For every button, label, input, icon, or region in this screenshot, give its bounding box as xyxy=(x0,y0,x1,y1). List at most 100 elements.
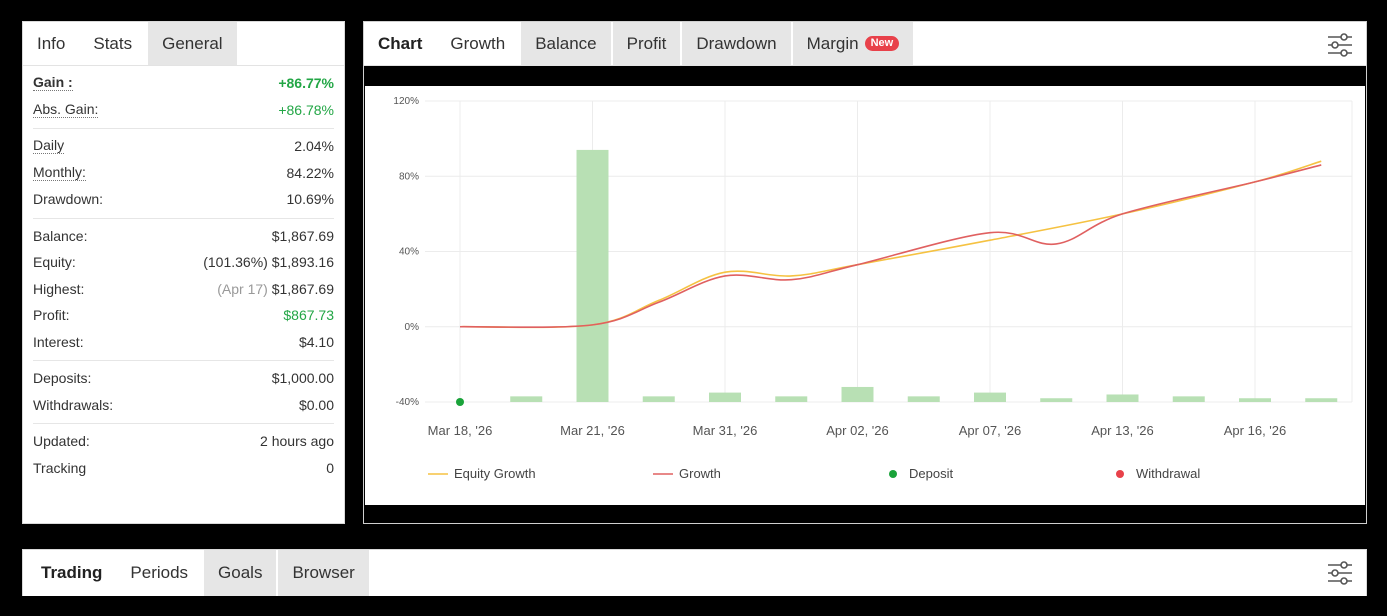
highest-label: Highest: xyxy=(33,280,85,297)
withdrawals-value: $0.00 xyxy=(298,396,334,413)
equity-percent: (101.36%) xyxy=(203,254,268,271)
chart-bar xyxy=(775,396,808,402)
stat-row-equity: Equity: (101.36%) $1,893.16 xyxy=(33,249,334,276)
daily-label[interactable]: Daily xyxy=(33,137,65,155)
tab-margin[interactable]: Margin New xyxy=(792,22,914,65)
stat-row-highest: Highest: (Apr 17) $1,867.69 xyxy=(33,276,334,303)
stat-row-updated: Updated: 2 hours ago xyxy=(33,428,334,455)
deposits-value: $1,000.00 xyxy=(271,370,334,387)
stat-row-monthly: Monthly: 84.22% xyxy=(33,160,334,187)
deposits-label: Deposits: xyxy=(33,370,92,387)
stat-row-gain: Gain : +86.77% xyxy=(33,70,334,97)
sliders-icon[interactable] xyxy=(1326,559,1354,587)
y-tick-label: -40% xyxy=(396,397,419,408)
highest-value-group: (Apr 17) $1,867.69 xyxy=(217,281,334,297)
updated-value: 2 hours ago xyxy=(260,433,334,450)
x-tick-label: Apr 13, '26 xyxy=(1091,423,1153,438)
updated-label: Updated: xyxy=(33,433,90,450)
growth-chart-area: 120% 80% 40% 0% -40% Mar 18, '26 Mar 21, '26 M… xyxy=(365,86,1365,505)
gain-value: +86.77% xyxy=(278,75,334,92)
chart-bars xyxy=(510,149,1338,402)
x-tick-label: Mar 18, '26 xyxy=(428,423,493,438)
divider xyxy=(33,128,334,129)
chart-bar xyxy=(907,396,940,402)
tab-trading[interactable]: Trading xyxy=(23,550,117,596)
trading-panel: Trading Periods Goals Browser xyxy=(22,549,1367,599)
balance-value: $1,867.69 xyxy=(271,227,334,244)
chart-markers xyxy=(456,398,464,406)
chart-legend: Equity Growth Growth Deposit Withdrawal xyxy=(428,466,1200,481)
chart-bar xyxy=(1106,394,1139,402)
stats-body: Gain : +86.77% Abs. Gain: +86.78% Daily … xyxy=(23,66,344,481)
stats-panel: Info Stats General Gain : +86.77% Abs. G… xyxy=(22,21,345,524)
y-tick-label: 0% xyxy=(405,322,420,333)
profit-value: $867.73 xyxy=(283,307,334,324)
tracking-label: Tracking xyxy=(33,459,87,476)
stat-row-tracking: Tracking 0 xyxy=(33,455,334,482)
tabbar-filler xyxy=(913,22,1366,65)
tab-general[interactable]: General xyxy=(148,22,237,65)
chart-bar xyxy=(576,149,609,402)
chart-grid xyxy=(425,100,1353,403)
tab-growth[interactable]: Growth xyxy=(436,22,520,65)
gain-label[interactable]: Gain : xyxy=(33,74,73,92)
stat-row-profit: Profit: $867.73 xyxy=(33,302,334,329)
tab-profit[interactable]: Profit xyxy=(612,22,681,65)
tab-browser[interactable]: Browser xyxy=(278,550,369,596)
chart-panel: Chart Growth Balance Profit Drawdown Mar… xyxy=(363,21,1367,524)
y-tick-label: 80% xyxy=(399,171,419,182)
drawdown-label: Drawdown: xyxy=(33,191,104,208)
x-tick-label: Apr 02, '26 xyxy=(826,423,888,438)
highest-date: (Apr 17) xyxy=(217,280,268,297)
chart-bar xyxy=(709,392,741,402)
legend-swatch-deposit xyxy=(889,470,897,478)
chart-lines xyxy=(459,160,1322,329)
equity-value-group: (101.36%) $1,893.16 xyxy=(203,254,334,270)
tab-chart: Chart xyxy=(364,22,437,65)
chart-bar xyxy=(1239,398,1271,402)
legend-label: Equity Growth xyxy=(454,466,536,481)
chart-bar xyxy=(1172,396,1205,402)
stat-row-daily: Daily 2.04% xyxy=(33,133,334,160)
x-tick-label: Mar 31, '26 xyxy=(693,423,758,438)
chart-bar xyxy=(642,396,675,402)
stat-row-withdrawals: Withdrawals: $0.00 xyxy=(33,392,334,419)
tab-info[interactable]: Info xyxy=(23,22,80,65)
x-tick-label: Apr 16, '26 xyxy=(1224,423,1286,438)
legend-label: Deposit xyxy=(909,466,953,481)
chart-bar xyxy=(974,392,1006,402)
chart-bar xyxy=(841,386,874,402)
tab-periods[interactable]: Periods xyxy=(116,550,203,596)
y-axis-ticks: 120% 80% 40% 0% -40% xyxy=(393,96,419,408)
tracking-value: 0 xyxy=(326,459,334,476)
stat-row-interest: Interest: $4.10 xyxy=(33,329,334,356)
divider xyxy=(33,360,334,361)
sliders-icon[interactable] xyxy=(1326,31,1354,59)
series-line-growth xyxy=(459,164,1322,329)
monthly-label[interactable]: Monthly: xyxy=(33,163,86,181)
divider xyxy=(33,423,334,424)
tab-balance[interactable]: Balance xyxy=(521,22,611,65)
tab-goals[interactable]: Goals xyxy=(204,550,277,596)
divider xyxy=(33,217,334,219)
x-axis-ticks: Mar 18, '26 Mar 21, '26 Mar 31, '26 Apr 02,… xyxy=(428,423,1287,438)
chart-bar xyxy=(510,396,543,402)
bottom-strip xyxy=(0,596,1387,616)
withdrawals-label: Withdrawals: xyxy=(33,396,114,413)
stat-row-abs-gain: Abs. Gain: +86.78% xyxy=(33,97,334,124)
stat-row-drawdown: Drawdown: 10.69% xyxy=(33,186,334,213)
tab-margin-label: Margin xyxy=(806,33,859,53)
abs-gain-label[interactable]: Abs. Gain: xyxy=(33,100,99,118)
tab-stats[interactable]: Stats xyxy=(79,22,147,65)
balance-label: Balance: xyxy=(33,227,88,244)
trading-tabs: Trading Periods Goals Browser xyxy=(23,550,1366,596)
abs-gain-value: +86.78% xyxy=(278,101,334,118)
highest-value: $1,867.69 xyxy=(271,280,334,297)
tab-drawdown[interactable]: Drawdown xyxy=(682,22,791,65)
stats-tabs: Info Stats General xyxy=(23,22,344,66)
drawdown-value: 10.69% xyxy=(286,191,334,208)
monthly-value: 84.22% xyxy=(286,164,334,181)
equity-label: Equity: xyxy=(33,254,76,271)
x-tick-label: Mar 21, '26 xyxy=(560,423,625,438)
deposit-marker xyxy=(456,398,464,406)
